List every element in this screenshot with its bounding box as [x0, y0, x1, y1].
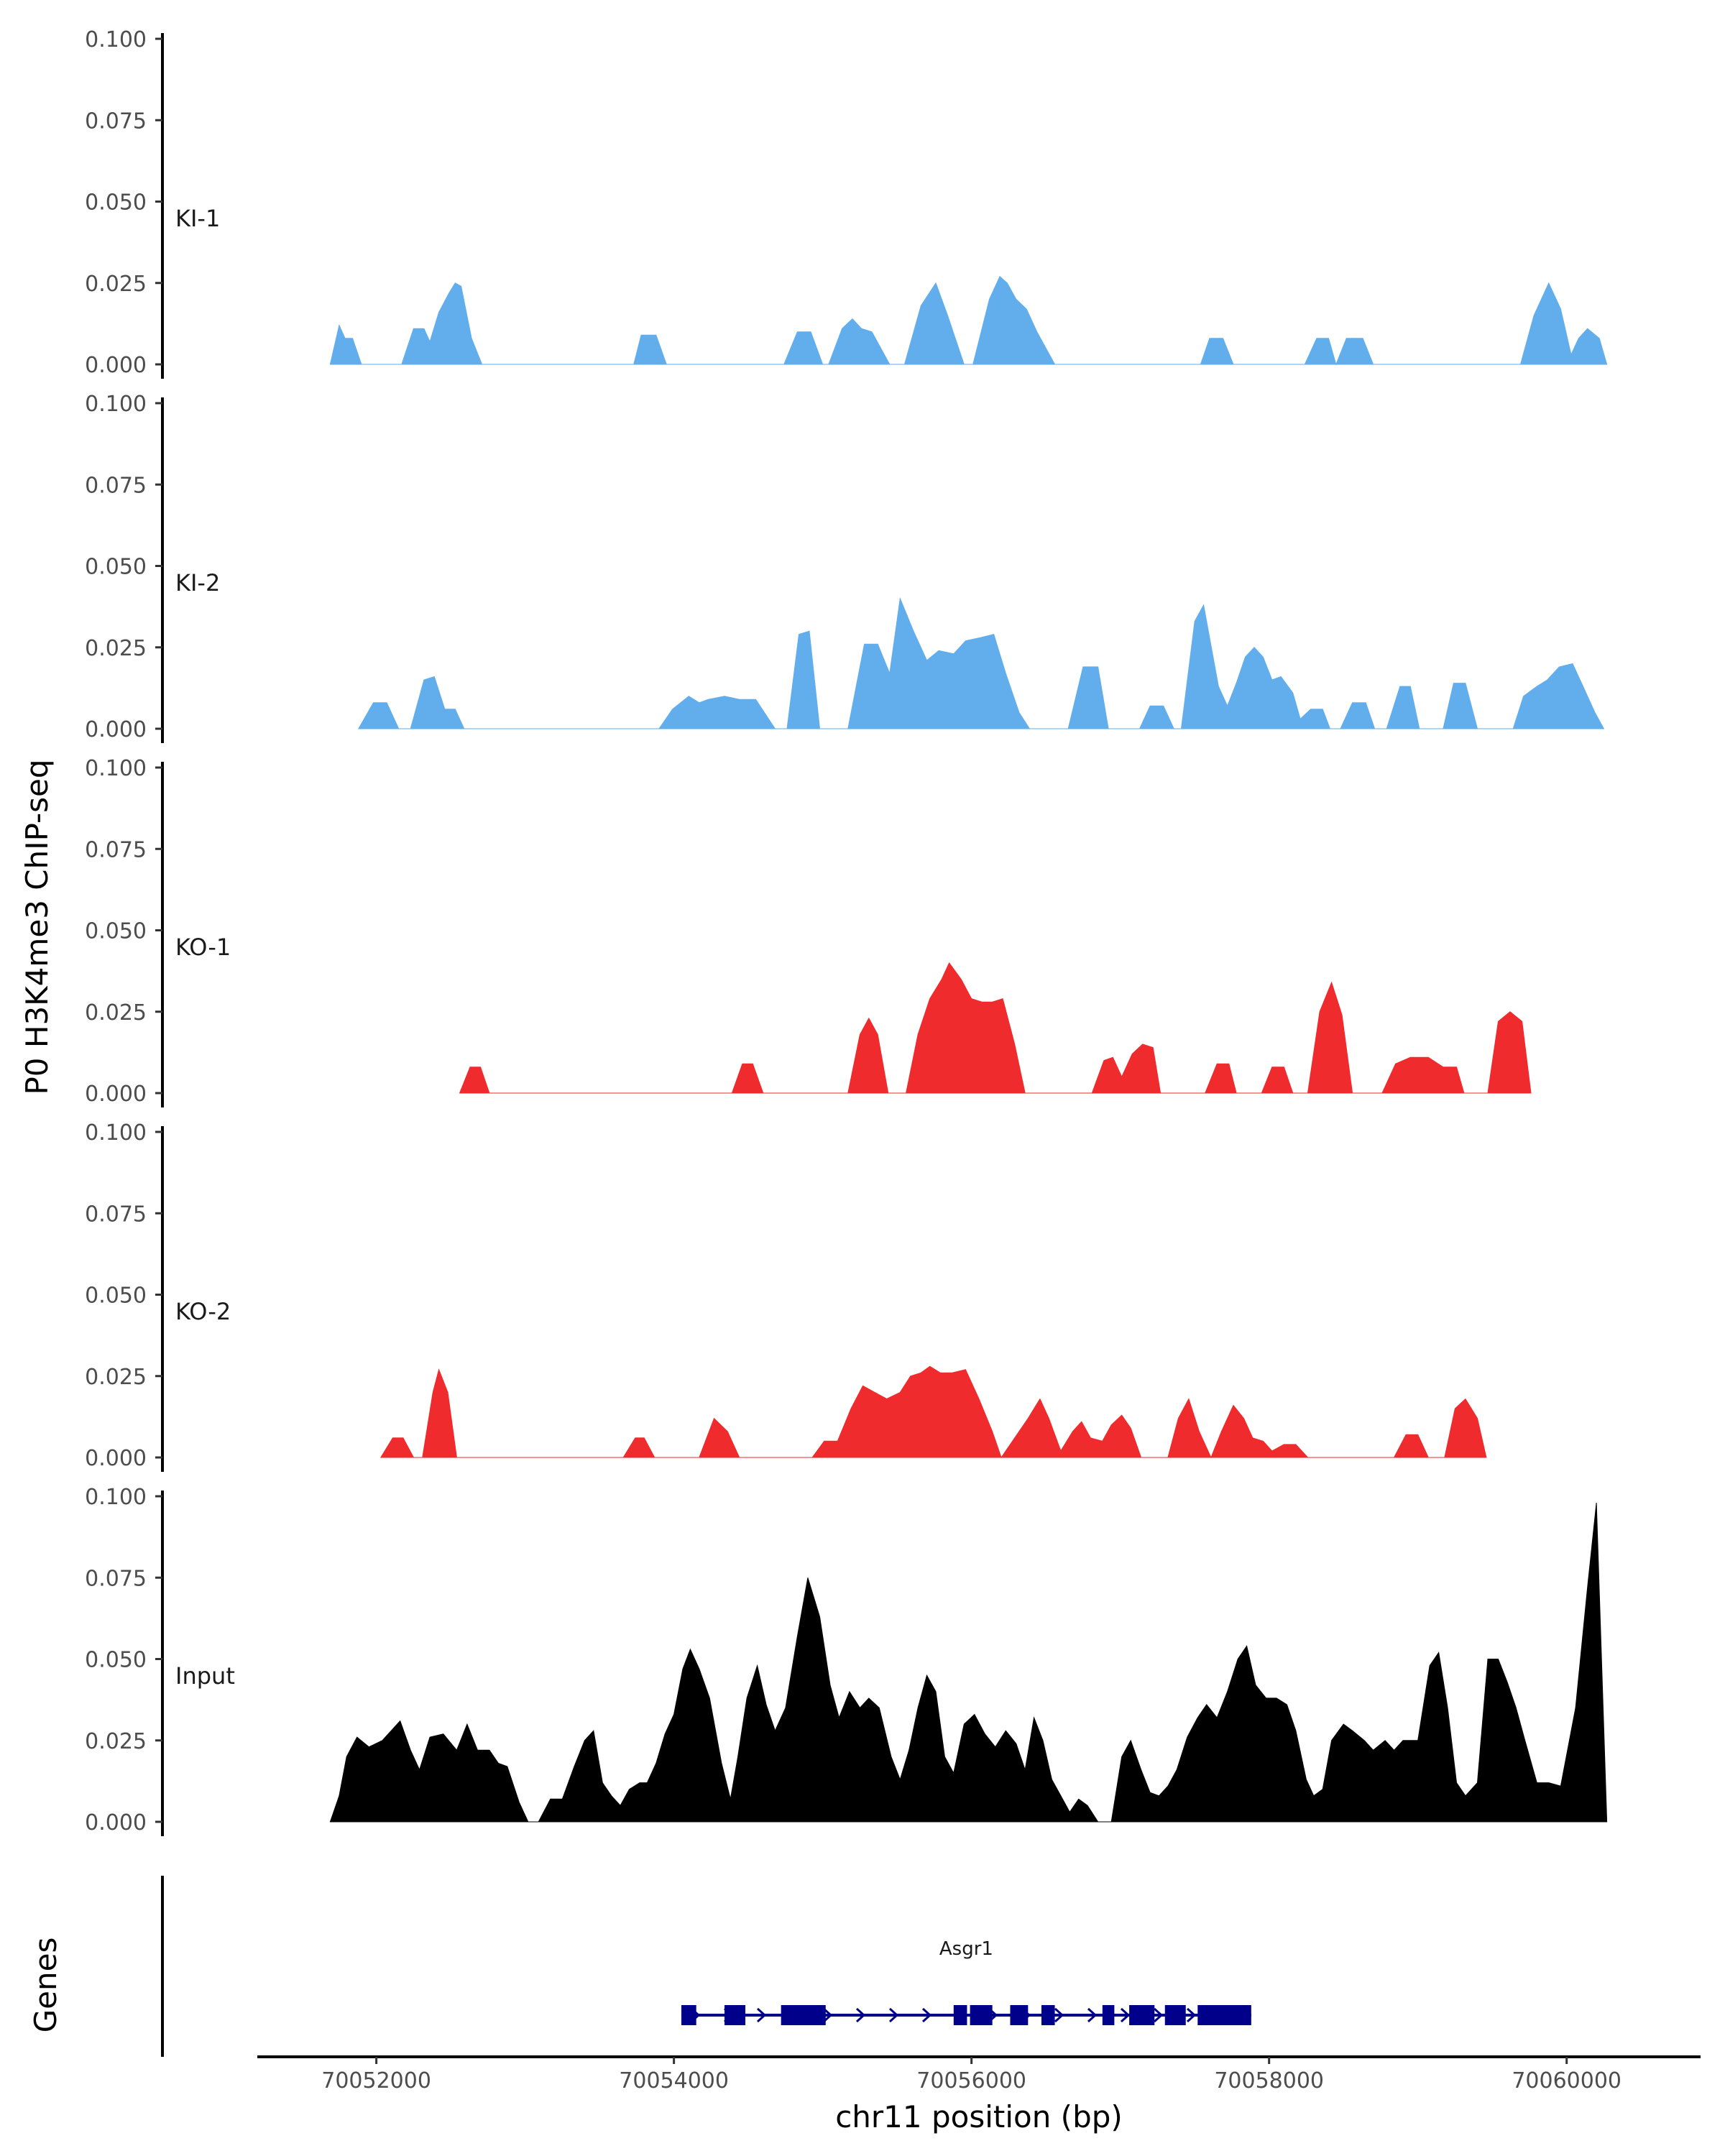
exon: [1129, 2005, 1155, 2025]
coverage-area: [459, 962, 1532, 1094]
y-tick-label: 0.000: [85, 1446, 147, 1471]
y-tick-label: 0.025: [85, 636, 147, 661]
y-tick-label: 0.000: [85, 353, 147, 378]
x-tick-label: 70058000: [1214, 2068, 1324, 2093]
track-label: KO-2: [175, 1298, 231, 1325]
track-label: KO-1: [175, 934, 231, 961]
y-tick-label: 0.000: [85, 717, 147, 742]
gene-model: [681, 2005, 1251, 2025]
x-tick-label: 70056000: [916, 2068, 1026, 2093]
y-tick-label: 0.075: [85, 473, 147, 498]
track-panel-ki-1: 0.000 0.025 0.050 0.075 0.100 KI-1: [85, 27, 1608, 379]
y-tick-label: 0.025: [85, 1000, 147, 1026]
coverage-area: [380, 1365, 1487, 1459]
exon: [953, 2005, 967, 2025]
track-panel-input: 0.000 0.025 0.050 0.075 0.100 Input: [85, 1485, 1608, 1836]
coverage-area: [329, 275, 1608, 366]
exon: [970, 2005, 993, 2025]
y-tick-label: 0.100: [85, 756, 147, 781]
strand-arrow: [1153, 2007, 1164, 2023]
track-label: KI-2: [175, 569, 220, 596]
exon: [781, 2005, 826, 2025]
strand-arrow: [921, 2007, 932, 2023]
y-tick-label: 0.000: [85, 1082, 147, 1107]
gene-panel: Genes Asgr1: [28, 1876, 1251, 2057]
y-tick-label: 0.050: [85, 555, 147, 580]
track-label: Input: [175, 1662, 235, 1690]
y-axis-title: P0 H3K4me3 ChIP-seq: [19, 759, 55, 1095]
exon: [1164, 2005, 1186, 2025]
coverage-area: [357, 596, 1605, 729]
y-tick-label: 0.000: [85, 1810, 147, 1835]
exon: [1102, 2005, 1115, 2025]
strand-arrow: [1120, 2007, 1131, 2023]
strand-arrow: [855, 2007, 866, 2023]
y-tick-label: 0.100: [85, 1120, 147, 1146]
exon: [1010, 2005, 1029, 2025]
y-tick-label: 0.075: [85, 837, 147, 862]
x-axis: 70052000 70054000 70056000 70058000 70060000: [257, 2055, 1701, 2093]
y-tick-label: 0.050: [85, 1648, 147, 1673]
track-label: KI-1: [175, 205, 220, 232]
x-tick-label: 70052000: [321, 2068, 431, 2093]
exon: [724, 2005, 745, 2025]
strand-arrow: [1087, 2007, 1098, 2023]
y-tick-label: 0.025: [85, 1729, 147, 1754]
strand-arrow: [822, 2007, 833, 2023]
y-tick-label: 0.050: [85, 1284, 147, 1309]
coverage-area: [329, 1503, 1608, 1823]
y-tick-label: 0.050: [85, 190, 147, 216]
exon: [1041, 2005, 1055, 2025]
y-tick-label: 0.100: [85, 27, 147, 52]
strand-arrow: [1186, 2007, 1197, 2023]
x-tick-label: 70054000: [619, 2068, 729, 2093]
track-panel-ko-2: 0.000 0.025 0.050 0.075 0.100 KO-2: [85, 1120, 1487, 1472]
y-tick-label: 0.050: [85, 919, 147, 944]
track-panel-ko-1: 0.000 0.025 0.050 0.075 0.100 KO-1: [85, 756, 1532, 1107]
gene-label: Asgr1: [939, 1938, 993, 1960]
y-tick-label: 0.075: [85, 1202, 147, 1227]
exon: [681, 2005, 696, 2025]
y-tick-label: 0.025: [85, 1365, 147, 1390]
x-tick-label: 70060000: [1512, 2068, 1622, 2093]
y-tick-label: 0.100: [85, 1485, 147, 1510]
exon: [1197, 2005, 1251, 2025]
y-tick-label: 0.075: [85, 109, 147, 134]
genes-axis-title: Genes: [28, 1938, 63, 2033]
track-panel-ki-2: 0.000 0.025 0.050 0.075 0.100 KI-2: [85, 392, 1605, 743]
y-tick-label: 0.075: [85, 1566, 147, 1591]
x-axis-title: chr11 position (bp): [835, 2099, 1123, 2134]
strand-arrow: [888, 2007, 899, 2023]
strand-arrow: [1054, 2007, 1064, 2023]
strand-arrow: [756, 2007, 767, 2023]
y-tick-label: 0.025: [85, 272, 147, 297]
y-tick-label: 0.100: [85, 392, 147, 417]
